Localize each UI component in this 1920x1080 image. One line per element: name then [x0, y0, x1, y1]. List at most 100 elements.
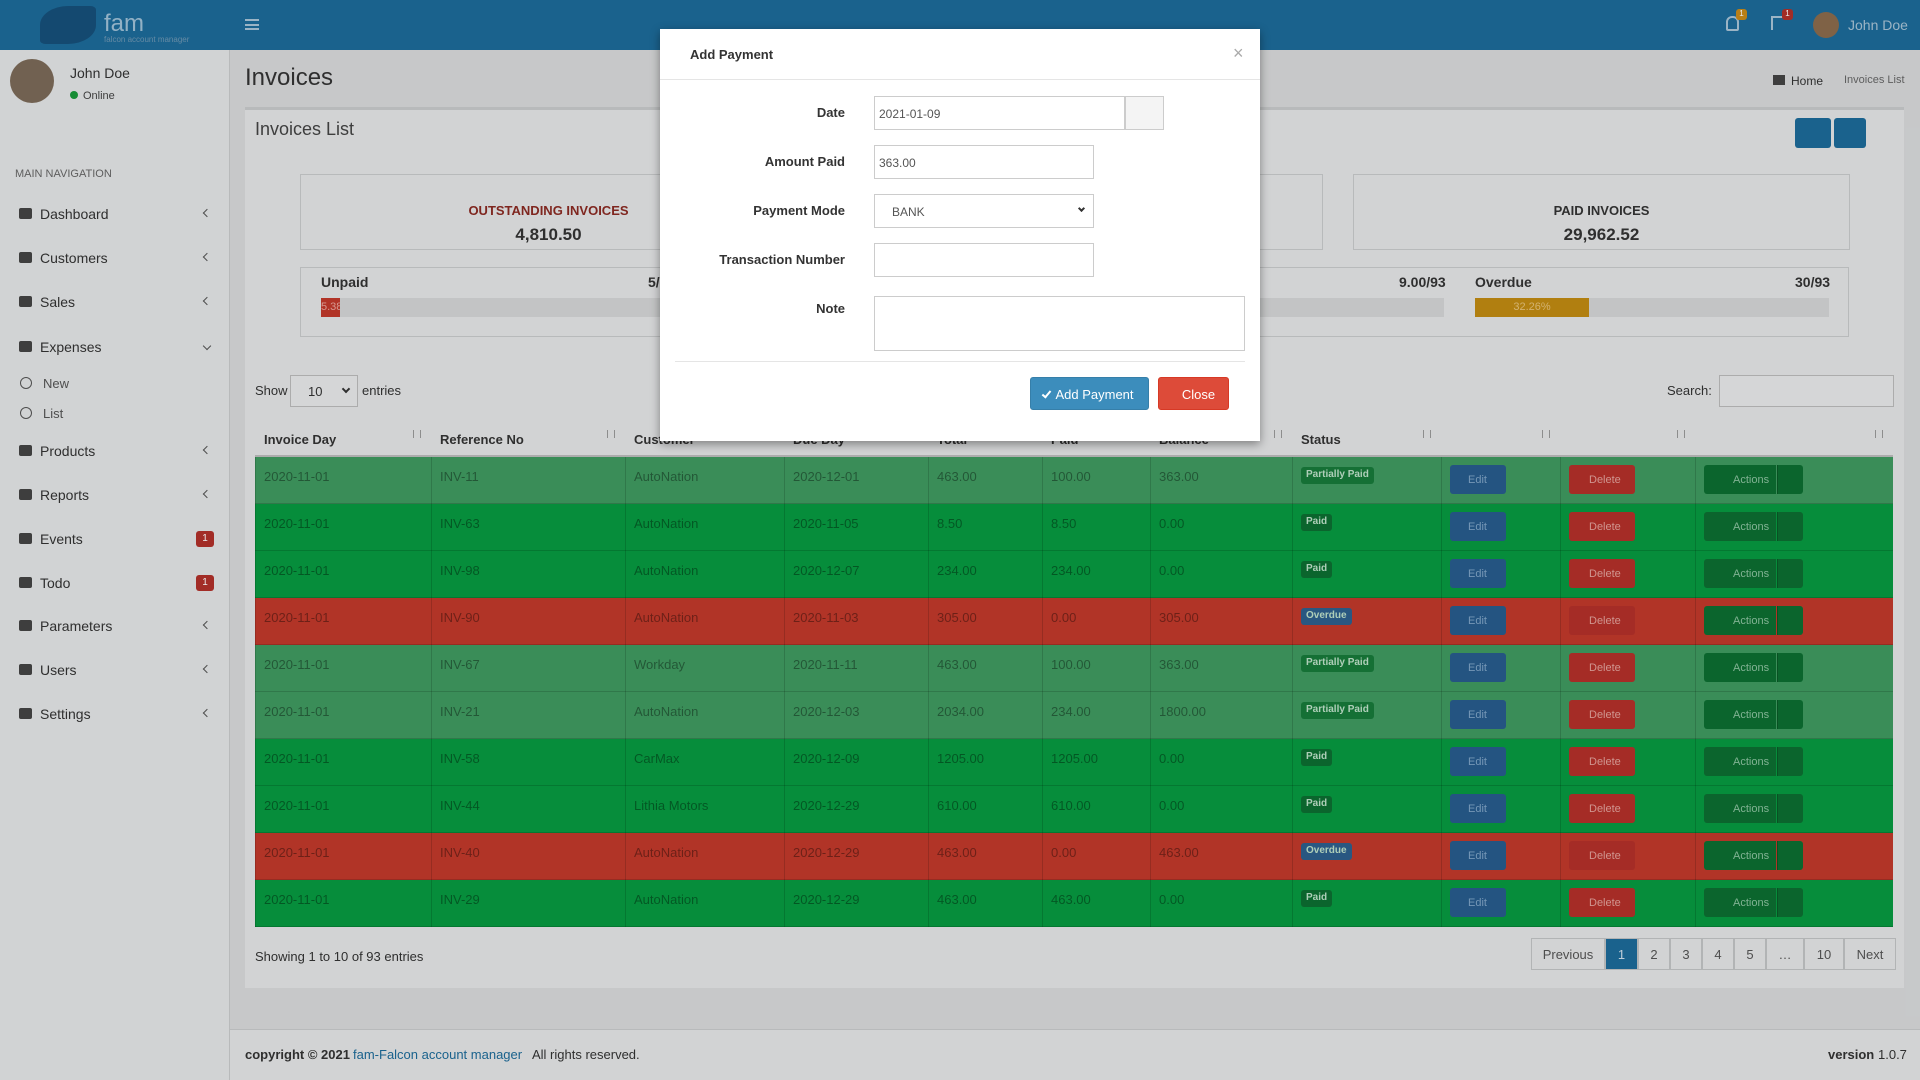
actions-caret[interactable] — [1777, 465, 1803, 494]
page-button[interactable]: 1 — [1605, 938, 1638, 970]
actions-caret[interactable] — [1777, 841, 1803, 870]
nav-item[interactable]: Todo — [40, 575, 71, 591]
actions-caret[interactable] — [1777, 512, 1803, 541]
delete-button[interactable]: Delete — [1569, 465, 1635, 494]
text-input[interactable] — [874, 296, 1245, 351]
table-cell: 305.00 — [937, 610, 977, 625]
actions-button[interactable]: Actions — [1704, 747, 1776, 776]
delete-button[interactable]: Delete — [1569, 747, 1635, 776]
page-button[interactable]: … — [1766, 938, 1804, 970]
actions-button[interactable]: Actions — [1704, 606, 1776, 635]
nav-item[interactable]: Customers — [40, 250, 108, 266]
table-cell: AutoNation — [634, 563, 699, 578]
nav-item[interactable]: Events — [40, 531, 83, 547]
delete-button[interactable]: Delete — [1569, 653, 1635, 682]
page-button[interactable]: Previous — [1531, 938, 1605, 970]
text-input[interactable]: 363.00 — [874, 145, 1094, 179]
actions-button[interactable]: Actions — [1704, 653, 1776, 682]
status-badge: Paid — [1301, 514, 1333, 531]
nav-item[interactable]: Products — [40, 443, 96, 459]
nav-item[interactable]: Settings — [40, 706, 91, 722]
delete-button[interactable]: Delete — [1569, 606, 1635, 635]
edit-button[interactable]: Edit — [1450, 512, 1506, 541]
page-button[interactable]: 3 — [1670, 938, 1702, 970]
actions-caret[interactable] — [1777, 653, 1803, 682]
actions-button[interactable]: Actions — [1704, 559, 1776, 588]
table-cell: 2020-12-07 — [793, 563, 860, 578]
payment-mode-select[interactable]: BANK — [874, 194, 1094, 228]
actions-caret[interactable] — [1777, 559, 1803, 588]
actions-button[interactable]: Actions — [1704, 888, 1776, 917]
table-cell: 234.00 — [1051, 704, 1091, 719]
delete-button[interactable]: Delete — [1569, 888, 1635, 917]
cell-border — [431, 645, 432, 692]
menu-toggle[interactable] — [245, 19, 259, 30]
progress-bar: 5.38 — [321, 298, 340, 317]
delete-button[interactable]: Delete — [1569, 700, 1635, 729]
add-payment-button[interactable]: Add Payment — [1030, 377, 1149, 410]
actions-caret[interactable] — [1777, 747, 1803, 776]
breadcrumb-home[interactable]: Home — [1791, 74, 1824, 88]
nav-item[interactable]: Reports — [40, 487, 90, 503]
nav-sub-item[interactable]: New — [43, 376, 70, 391]
table-cell: 2020-11-01 — [264, 657, 330, 672]
delete-button[interactable]: Delete — [1569, 559, 1635, 588]
actions-caret[interactable] — [1777, 794, 1803, 823]
search-input[interactable] — [1719, 375, 1894, 407]
delete-button[interactable]: Delete — [1569, 794, 1635, 823]
actions-button[interactable]: Actions — [1704, 512, 1776, 541]
page-button[interactable]: 2 — [1638, 938, 1670, 970]
edit-button[interactable]: Edit — [1450, 794, 1506, 823]
table-cell: AutoNation — [634, 469, 699, 484]
nav-item[interactable]: Users — [40, 662, 77, 678]
edit-button[interactable]: Edit — [1450, 888, 1506, 917]
user-avatar[interactable] — [1813, 12, 1839, 38]
edit-button[interactable]: Edit — [1450, 747, 1506, 776]
actions-caret[interactable] — [1777, 700, 1803, 729]
calendar-button[interactable] — [1125, 96, 1164, 130]
actions-button[interactable]: Actions — [1704, 465, 1776, 494]
column-header[interactable]: Invoice Day — [264, 432, 337, 447]
column-header[interactable]: Status — [1301, 432, 1341, 447]
edit-button[interactable]: Edit — [1450, 606, 1506, 635]
table-cell: 2020-11-11 — [793, 657, 858, 672]
edit-button[interactable]: Edit — [1450, 700, 1506, 729]
chart-button[interactable] — [1795, 118, 1831, 148]
actions-button[interactable]: Actions — [1704, 700, 1776, 729]
table-cell: AutoNation — [634, 892, 699, 907]
bell[interactable] — [1726, 16, 1739, 31]
text-input[interactable] — [874, 243, 1094, 277]
delete-button[interactable]: Delete — [1569, 512, 1635, 541]
actions-caret[interactable] — [1777, 606, 1803, 635]
actions-button[interactable]: Actions — [1704, 794, 1776, 823]
field-label: Note — [816, 301, 845, 316]
text-input[interactable]: 2021-01-09 — [874, 96, 1125, 130]
delete-button[interactable]: Delete — [1569, 841, 1635, 870]
modal-close-x[interactable]: × — [1233, 43, 1244, 63]
page-button[interactable]: 5 — [1734, 938, 1766, 970]
cell-border — [1150, 457, 1151, 504]
actions-caret[interactable] — [1777, 888, 1803, 917]
footer-link[interactable]: fam-Falcon account manager — [353, 1047, 523, 1062]
nav-item[interactable]: Parameters — [40, 618, 113, 634]
actions-button[interactable]: Actions — [1704, 841, 1776, 870]
nav-item[interactable]: Dashboard — [40, 206, 109, 222]
edit-button[interactable]: Edit — [1450, 465, 1506, 494]
page-button[interactable]: 10 — [1804, 938, 1844, 970]
stat-box — [1353, 174, 1850, 250]
edit-button[interactable]: Edit — [1450, 653, 1506, 682]
nav-sub-item[interactable]: List — [43, 406, 64, 421]
home-icon — [1773, 75, 1785, 85]
add-button[interactable] — [1834, 118, 1866, 148]
nav-item[interactable]: Expenses — [40, 339, 102, 355]
user-name[interactable]: John Doe — [1848, 17, 1908, 33]
page-button[interactable]: 4 — [1702, 938, 1734, 970]
flag[interactable] — [1771, 16, 1783, 30]
edit-button[interactable]: Edit — [1450, 559, 1506, 588]
nav-item[interactable]: Sales — [40, 294, 76, 310]
close-button[interactable]: Close — [1158, 377, 1229, 410]
length-select[interactable]: 10 — [290, 375, 358, 407]
column-header[interactable]: Reference No — [440, 432, 524, 447]
edit-button[interactable]: Edit — [1450, 841, 1506, 870]
page-button[interactable]: Next — [1844, 938, 1896, 970]
